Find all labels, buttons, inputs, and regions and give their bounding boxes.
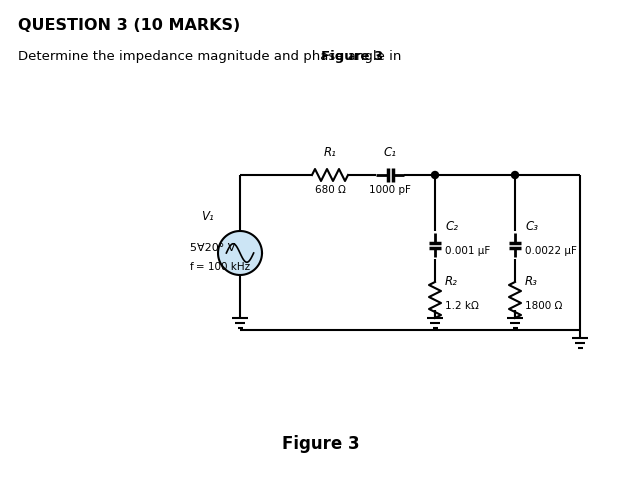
Text: f = 100 kHz: f = 100 kHz [190, 262, 250, 272]
Text: 0.0022 μF: 0.0022 μF [525, 246, 577, 256]
Text: V₁: V₁ [201, 210, 214, 223]
Text: 1000 pF: 1000 pF [369, 185, 411, 195]
Text: 1800 Ω: 1800 Ω [525, 301, 562, 311]
Text: C₂: C₂ [445, 220, 458, 233]
Text: Figure 3: Figure 3 [282, 435, 360, 453]
Text: 680 Ω: 680 Ω [315, 185, 345, 195]
Text: 5∀20° V: 5∀20° V [190, 243, 236, 253]
Text: R₁: R₁ [324, 146, 336, 159]
Text: R₂: R₂ [445, 275, 458, 288]
Text: 1.2 kΩ: 1.2 kΩ [445, 301, 479, 311]
Text: 0.001 μF: 0.001 μF [445, 246, 490, 256]
Text: C₃: C₃ [525, 220, 538, 233]
Circle shape [512, 171, 519, 179]
Text: Figure 3: Figure 3 [321, 50, 383, 63]
Text: R₃: R₃ [525, 275, 538, 288]
Text: Determine the impedance magnitude and phase angle in: Determine the impedance magnitude and ph… [18, 50, 406, 63]
Circle shape [431, 171, 438, 179]
Text: QUESTION 3 (10 MARKS): QUESTION 3 (10 MARKS) [18, 18, 240, 33]
Polygon shape [218, 231, 262, 275]
Text: C₁: C₁ [383, 146, 397, 159]
